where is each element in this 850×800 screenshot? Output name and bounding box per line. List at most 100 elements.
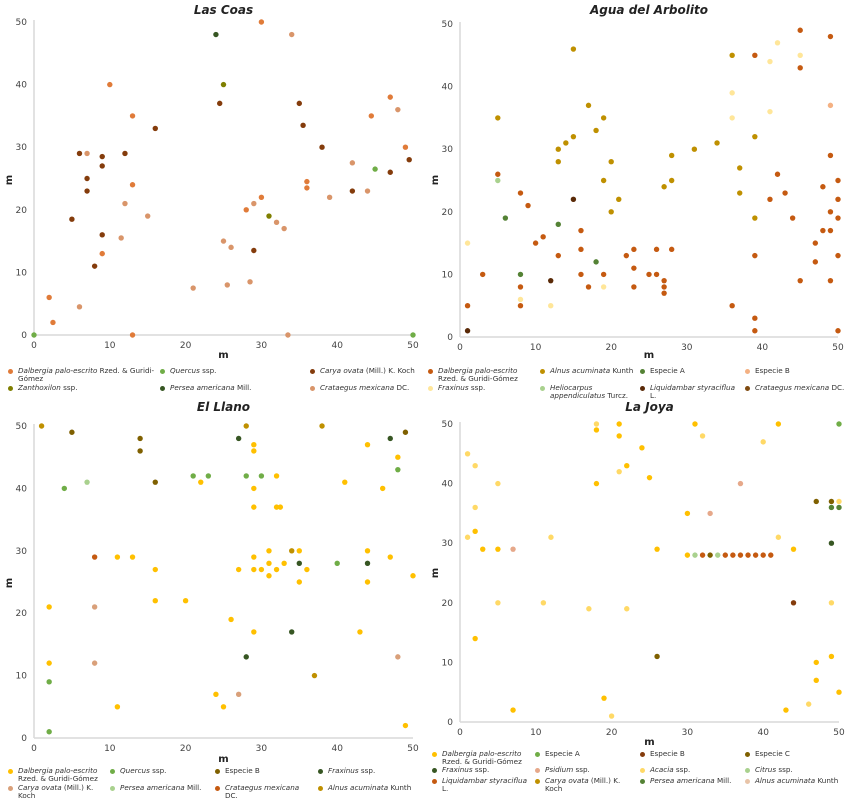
data-point bbox=[555, 146, 561, 152]
legend-label: Dalbergia palo-escrito Rzed. & Guridi-Gó… bbox=[18, 767, 106, 783]
data-point bbox=[152, 125, 158, 132]
legend-item: Persea americana Mill. bbox=[640, 777, 741, 785]
legend-item: Acacia ssp. bbox=[640, 766, 741, 774]
y-tick-label: 50 bbox=[16, 18, 28, 28]
data-point bbox=[631, 246, 637, 253]
legend-species-italic: Dalbergia palo-escrito bbox=[18, 366, 98, 375]
legend-species-authority: ssp. bbox=[673, 765, 691, 774]
data-point bbox=[661, 284, 667, 290]
data-point bbox=[311, 672, 318, 679]
x-tick-label: 30 bbox=[681, 343, 693, 353]
data-point bbox=[495, 600, 501, 606]
data-point bbox=[395, 106, 401, 113]
y-tick-label: 30 bbox=[16, 547, 28, 557]
legend-marker-icon bbox=[432, 767, 437, 773]
data-point bbox=[91, 554, 98, 560]
legend-marker-icon bbox=[640, 385, 645, 391]
data-point bbox=[623, 252, 630, 259]
data-point bbox=[251, 629, 257, 635]
legend-item: Alnus acuminata Kunth bbox=[318, 784, 422, 792]
data-point bbox=[827, 152, 834, 159]
data-point bbox=[707, 510, 713, 517]
legend-species-italic: Persea americana bbox=[120, 783, 185, 792]
legend-label: Carya ovata (Mill.) K. Koch bbox=[18, 784, 106, 800]
x-tick-label: 0 bbox=[31, 341, 37, 351]
data-point bbox=[31, 332, 37, 338]
legend-species-italic: Alnus acuminata bbox=[550, 366, 611, 375]
data-point bbox=[243, 423, 249, 429]
legend-label: Persea americana Mill. bbox=[120, 784, 201, 792]
legend-species-italic: Fraxinus bbox=[328, 766, 359, 775]
data-point bbox=[395, 454, 401, 460]
data-point bbox=[668, 177, 675, 184]
legend-marker-icon bbox=[640, 751, 645, 757]
legend-species-authority: Especie B bbox=[755, 366, 790, 375]
data-point bbox=[114, 554, 121, 560]
legend-item: Quercus ssp. bbox=[160, 367, 306, 375]
y-tick-label: 20 bbox=[442, 208, 454, 218]
x-tick-label: 50 bbox=[407, 744, 419, 754]
legend-item: Crataegus mexicana DC. bbox=[745, 384, 848, 392]
data-point bbox=[479, 271, 486, 278]
data-point bbox=[783, 707, 789, 713]
data-point bbox=[813, 498, 819, 505]
legend-species-authority: Especie C bbox=[755, 749, 790, 758]
data-point bbox=[563, 140, 569, 146]
data-point bbox=[289, 629, 295, 635]
data-point bbox=[593, 427, 600, 433]
data-point bbox=[737, 165, 743, 171]
x-tick-label: 10 bbox=[104, 744, 116, 754]
data-point bbox=[69, 429, 75, 435]
legend-species-authority: Especie B bbox=[225, 766, 260, 775]
data-point bbox=[472, 528, 478, 534]
data-point bbox=[789, 215, 796, 221]
data-point bbox=[91, 604, 98, 610]
chart-title: El Llano bbox=[197, 400, 250, 414]
legend-label: Zanthoxilon ssp. bbox=[18, 384, 77, 392]
data-point bbox=[137, 448, 143, 454]
data-point bbox=[631, 265, 637, 271]
legend-label: Dalbergia palo-escrito Rzed. & Guridi-Gó… bbox=[438, 367, 536, 383]
data-point bbox=[349, 160, 356, 166]
legend-species-authority: DC. bbox=[829, 383, 845, 392]
data-point bbox=[228, 616, 234, 623]
data-point bbox=[372, 166, 378, 172]
legend-item: Dalbergia palo-escrito Rzed. & Guridi-Gó… bbox=[8, 767, 106, 783]
data-point bbox=[114, 704, 121, 710]
legend-item: Carya ovata (Mill.) K. Koch bbox=[310, 367, 422, 375]
data-point bbox=[319, 144, 325, 150]
legend-item: Fraxinus ssp. bbox=[432, 766, 531, 774]
chart-3: La Joya 0 10 20 30 40 50 0 10 20 30 40 50 m m bbox=[430, 400, 845, 748]
data-point bbox=[326, 194, 333, 200]
y-tick-label: 10 bbox=[442, 270, 454, 280]
data-point bbox=[273, 473, 280, 479]
legend-species-authority: Mill. bbox=[714, 776, 732, 785]
data-point bbox=[774, 171, 781, 177]
legend-label: Especie B bbox=[650, 750, 685, 758]
y-tick-label: 30 bbox=[16, 143, 28, 153]
data-point bbox=[387, 94, 393, 100]
data-point bbox=[258, 566, 265, 573]
legend-label: Carya ovata (Mill.) K. Koch bbox=[320, 367, 415, 375]
data-point bbox=[213, 691, 219, 698]
data-point bbox=[737, 190, 743, 196]
chart-title: La Joya bbox=[625, 400, 674, 414]
data-point bbox=[797, 27, 803, 33]
data-point bbox=[835, 328, 841, 334]
data-point bbox=[91, 263, 98, 269]
data-point bbox=[152, 566, 158, 573]
data-point bbox=[737, 480, 744, 487]
data-point bbox=[555, 159, 561, 165]
data-point bbox=[797, 65, 803, 71]
legend-marker-icon bbox=[160, 385, 165, 391]
data-point bbox=[510, 707, 516, 713]
legend-species-italic: Liquidambar styraciflua bbox=[650, 383, 736, 392]
data-point bbox=[410, 332, 416, 338]
data-point bbox=[601, 695, 607, 701]
data-point bbox=[205, 473, 212, 479]
legend-label: Psidium ssp. bbox=[545, 766, 590, 774]
data-point bbox=[342, 479, 348, 485]
data-point bbox=[608, 713, 615, 719]
data-point bbox=[752, 133, 758, 140]
y-tick-label: 20 bbox=[16, 609, 28, 619]
